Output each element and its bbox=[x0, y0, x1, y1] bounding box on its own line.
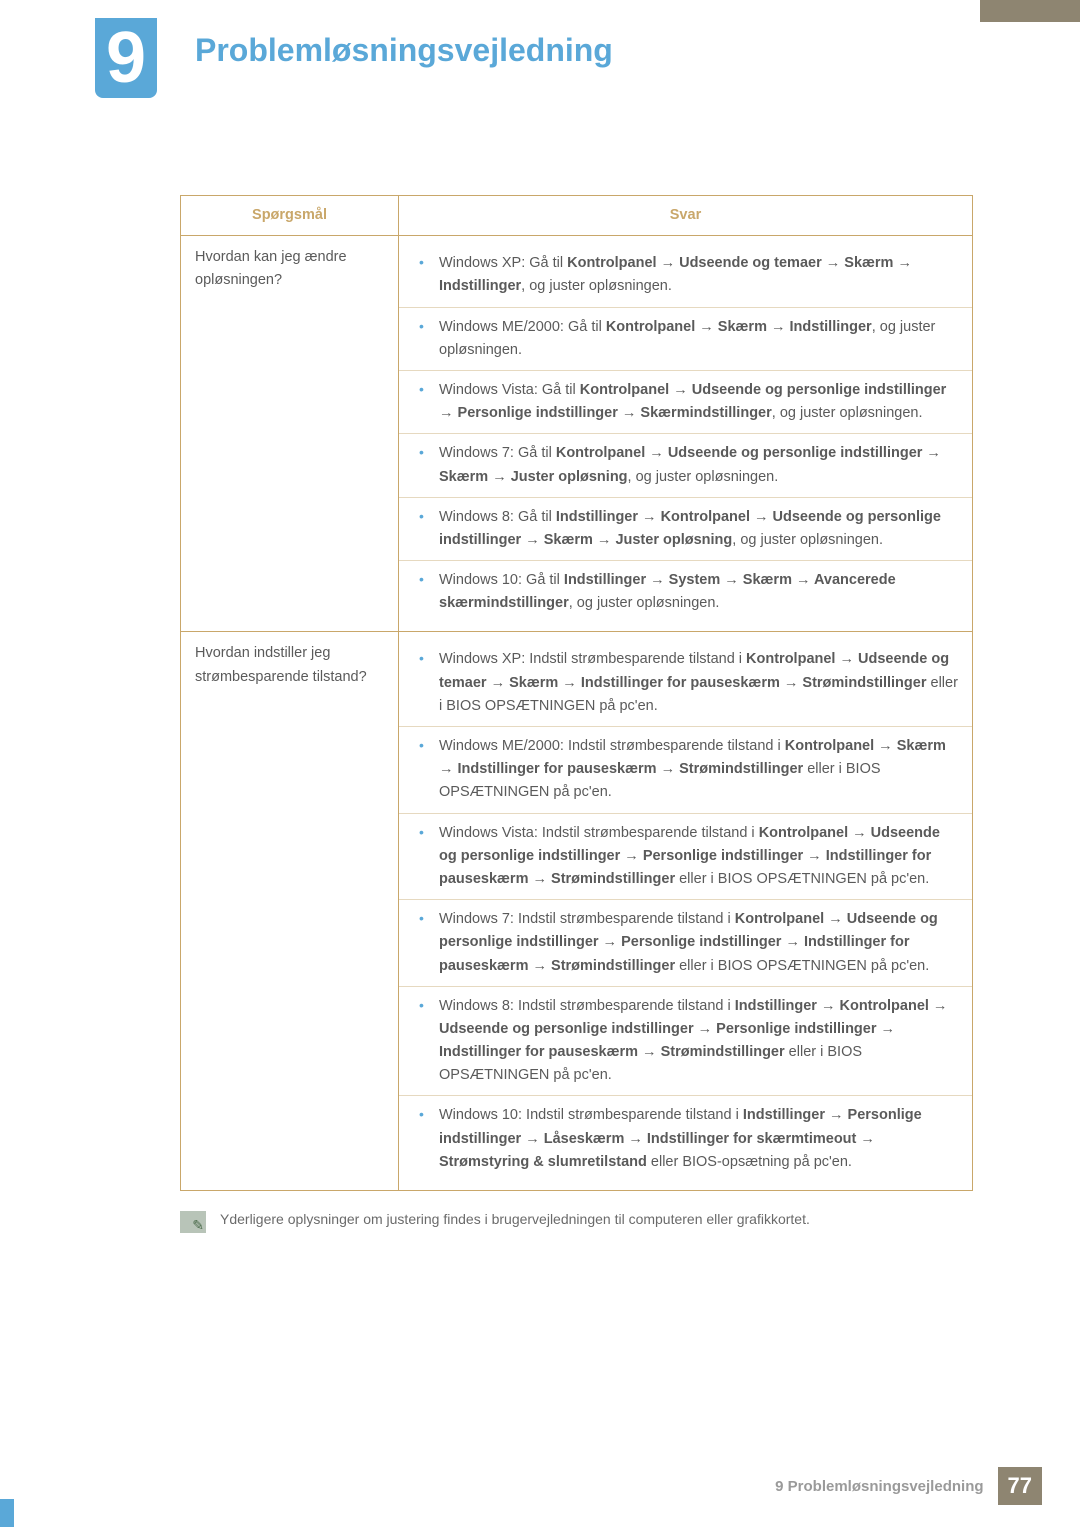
answer-separator bbox=[399, 433, 972, 434]
answer-item: Windows 8: Gå til Indstillinger → Kontro… bbox=[413, 500, 958, 558]
qa-table: Spørgsmål Svar Hvordan kan jeg ændre opl… bbox=[180, 195, 973, 1191]
answer-item: Windows XP: Gå til Kontrolpanel → Udseen… bbox=[413, 246, 958, 304]
answer-item: Windows 7: Indstil strømbesparende tilst… bbox=[413, 902, 958, 984]
footer-page-number: 77 bbox=[998, 1467, 1042, 1505]
answer-separator bbox=[399, 560, 972, 561]
question-cell: Hvordan kan jeg ændre opløsningen? bbox=[181, 236, 399, 632]
answer-item: Windows Vista: Indstil strømbesparende t… bbox=[413, 816, 958, 898]
answer-item: Windows Vista: Gå til Kontrolpanel → Uds… bbox=[413, 373, 958, 431]
footnote-text: Yderligere oplysninger om justering find… bbox=[220, 1211, 810, 1227]
note-icon bbox=[180, 1211, 206, 1233]
chapter-title: Problemløsningsvejledning bbox=[195, 32, 613, 69]
answer-item: Windows 10: Indstil strømbesparende tils… bbox=[413, 1098, 958, 1180]
answer-separator bbox=[399, 307, 972, 308]
chapter-number-badge: 9 bbox=[95, 18, 157, 98]
col-header-answer: Svar bbox=[399, 196, 973, 236]
answer-separator bbox=[399, 1095, 972, 1096]
main-content: Spørgsmål Svar Hvordan kan jeg ændre opl… bbox=[180, 195, 973, 1233]
question-cell: Hvordan indstiller jeg strømbesparende t… bbox=[181, 632, 399, 1191]
footer-accent-tab bbox=[0, 1499, 14, 1527]
answer-item: Windows 8: Indstil strømbesparende tilst… bbox=[413, 989, 958, 1094]
col-header-question: Spørgsmål bbox=[181, 196, 399, 236]
answer-item: Windows ME/2000: Gå til Kontrolpanel → S… bbox=[413, 310, 958, 368]
answer-separator bbox=[399, 370, 972, 371]
answer-separator bbox=[399, 726, 972, 727]
footer-section-label: 9 Problemløsningsvejledning bbox=[775, 1478, 983, 1495]
answer-separator bbox=[399, 986, 972, 987]
page-footer: 9 Problemløsningsvejledning 77 bbox=[0, 1467, 1080, 1505]
footnote-row: Yderligere oplysninger om justering find… bbox=[180, 1211, 973, 1233]
answer-separator bbox=[399, 899, 972, 900]
answer-item: Windows 7: Gå til Kontrolpanel → Udseend… bbox=[413, 436, 958, 494]
answer-separator bbox=[399, 497, 972, 498]
header-stripe bbox=[980, 0, 1080, 22]
answer-item: Windows ME/2000: Indstil strømbesparende… bbox=[413, 729, 958, 811]
answer-item: Windows 10: Gå til Indstillinger → Syste… bbox=[413, 563, 958, 621]
answer-separator bbox=[399, 813, 972, 814]
answer-cell: Windows XP: Gå til Kontrolpanel → Udseen… bbox=[399, 236, 973, 632]
answer-item: Windows XP: Indstil strømbesparende tils… bbox=[413, 642, 958, 724]
answer-cell: Windows XP: Indstil strømbesparende tils… bbox=[399, 632, 973, 1191]
